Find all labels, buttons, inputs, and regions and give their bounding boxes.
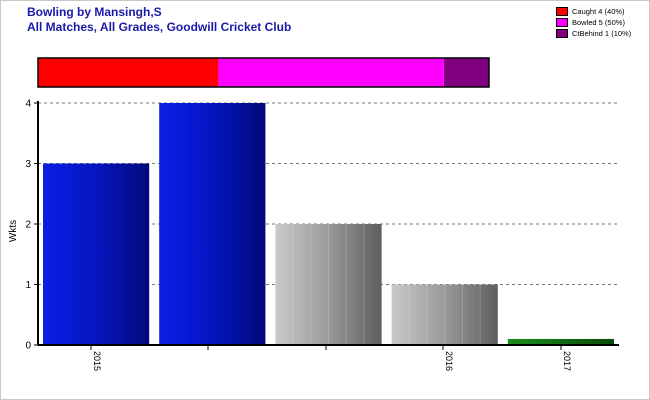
y-axis-label: Wkts [8,220,19,242]
legend-item-bowled: Bowled 5 (50%) [556,17,646,28]
bar [507,338,614,345]
legend-swatch-ctbehind [556,29,568,38]
bar [43,163,150,345]
x-tick-label: 2017 [562,351,572,371]
y-tick-label: 3 [25,159,31,170]
legend-label-ctbehind: CtBehind 1 (10%) [572,29,632,38]
chart-subtitle: All Matches, All Grades, Goodwill Cricke… [27,20,292,34]
x-tick-label: 2016 [444,351,454,371]
bar [391,284,498,345]
legend-label-bowled: Bowled 5 (50%) [572,18,625,27]
axes: 0 1 2 3 4 2015 2016 2017 [25,99,619,371]
legend-item-caught: Caught 4 (40%) [556,6,646,17]
y-tick-label: 4 [25,99,31,110]
y-tick-label: 2 [25,220,31,231]
legend-label-caught: Caught 4 (40%) [572,7,625,16]
legend-swatch-bowled [556,18,568,27]
y-tick-label: 0 [25,341,31,352]
bar [159,103,266,345]
bars [43,103,614,345]
stack-segment-ctbehind [443,58,489,87]
stack-segment-caught [38,58,219,87]
stacked-bar [37,57,490,88]
y-tick-label: 1 [25,280,31,291]
legend-item-ctbehind: CtBehind 1 (10%) [556,28,646,39]
legend-swatch-caught [556,7,568,16]
chart-title: Bowling by Mansingh,S [27,5,162,19]
legend: Caught 4 (40%) Bowled 5 (50%) CtBehind 1… [556,6,646,39]
x-tick-label: 2015 [92,351,102,371]
bar [275,224,382,345]
stack-segment-bowled [218,58,444,87]
stack-outline [37,57,490,88]
